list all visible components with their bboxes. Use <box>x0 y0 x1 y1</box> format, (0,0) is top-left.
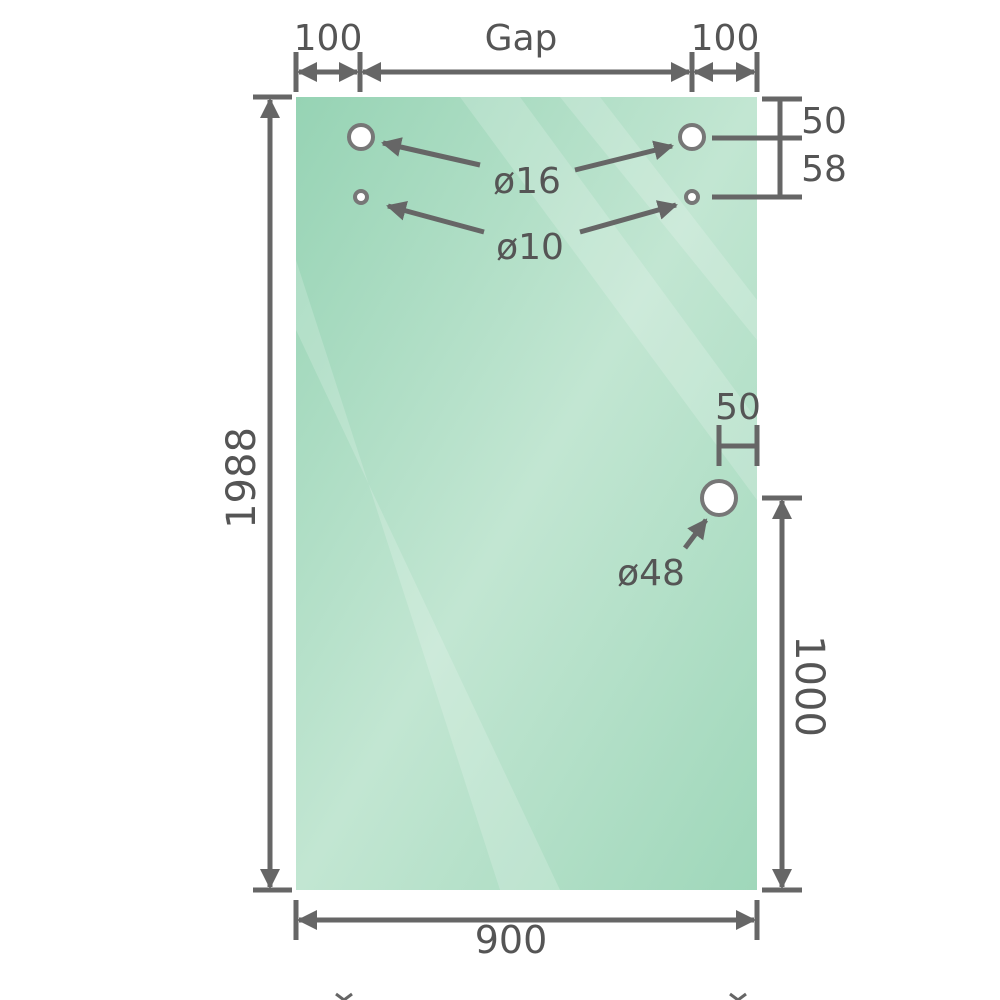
height-label: 1988 <box>219 427 265 529</box>
hole-lower-left <box>353 189 369 205</box>
right-margin-label: 100 <box>691 18 760 59</box>
hole-lower-right <box>684 189 700 205</box>
width-label: 900 <box>475 918 548 962</box>
hole-spacing-dimension-lines <box>712 96 802 200</box>
lower-hole-diameter-label: ø10 <box>496 227 564 268</box>
top-to-hole-label: 50 <box>801 101 847 142</box>
left-margin-label: 100 <box>294 18 363 59</box>
hole-spacing-label: 58 <box>801 149 847 190</box>
gap-label: Gap <box>485 18 558 59</box>
height-dimension-line <box>253 94 292 893</box>
hole-upper-right <box>678 123 706 151</box>
edge-to-handle-label: 50 <box>715 387 761 428</box>
handle-offset-dimension <box>716 425 760 466</box>
leader-arrows <box>381 137 708 550</box>
cropped-bottom-marks <box>335 992 747 1000</box>
handle-hole <box>700 479 738 517</box>
upper-hole-diameter-label: ø16 <box>493 161 561 202</box>
handle-diameter-label: ø48 <box>617 553 685 594</box>
glass-panel <box>296 97 757 890</box>
top-dimension-lines <box>293 52 760 92</box>
handle-height-dimension-line <box>762 495 802 893</box>
handle-height-label: 1000 <box>786 635 832 737</box>
hole-upper-left <box>347 123 375 151</box>
width-dimension-line <box>293 900 760 940</box>
